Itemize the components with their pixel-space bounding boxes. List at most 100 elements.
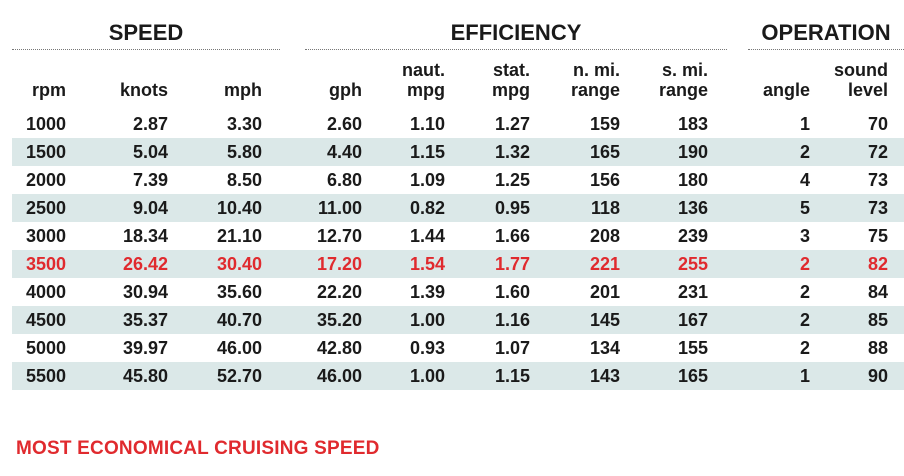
column-header-line2: angle [762, 80, 810, 100]
cell-mph: 10.40 [216, 198, 262, 218]
cell-sound-level: 70 [867, 114, 888, 134]
cell-s-mi-range: 165 [677, 366, 708, 386]
cell-n-mi-range: 221 [589, 254, 620, 274]
cell-gph: 46.00 [316, 366, 362, 386]
efficiency-group-divider [305, 49, 727, 50]
column-header-rpm: rpm [12, 56, 66, 100]
cell-naut-mpg: 1.15 [409, 142, 445, 162]
column-header-line1: naut. [402, 60, 445, 80]
cell-s-mi-range: 183 [677, 114, 708, 134]
cell-gph: 11.00 [317, 198, 362, 218]
cell-gph: 17.20 [316, 254, 362, 274]
cell-s-mi-range: 180 [677, 170, 708, 190]
cell-knots: 7.39 [132, 170, 168, 190]
cell-knots: 39.97 [122, 338, 168, 358]
table-row: 2500 9.04 10.40 11.00 0.82 0.95 118 136 5 73 [12, 194, 904, 222]
cell-naut-mpg: 0.93 [409, 338, 445, 358]
cell-knots: 2.87 [132, 114, 168, 134]
cell-gph: 22.20 [316, 282, 362, 302]
cell-rpm: 2000 [25, 170, 66, 190]
cell-naut-mpg: 1.00 [409, 310, 445, 330]
cell-stat-mpg: 0.95 [494, 198, 530, 218]
cell-mph: 52.70 [216, 366, 262, 386]
column-header-line2: mpg [407, 80, 445, 100]
cell-stat-mpg: 1.32 [494, 142, 530, 162]
cell-stat-mpg: 1.66 [494, 226, 530, 246]
table-row: 3000 18.34 21.10 12.70 1.44 1.66 208 239 3 75 [12, 222, 904, 250]
cell-stat-mpg: 1.15 [494, 366, 530, 386]
column-header-naut-mpg: naut. mpg [380, 56, 445, 100]
column-header-stat-mpg: stat. mpg [460, 56, 530, 100]
cell-sound-level: 72 [867, 142, 888, 162]
cell-angle: 2 [799, 282, 810, 302]
cell-knots: 18.34 [122, 226, 168, 246]
cell-naut-mpg: 1.09 [409, 170, 445, 190]
column-header-line1: sound [834, 60, 888, 80]
cell-mph: 40.70 [216, 310, 262, 330]
cell-naut-mpg: 1.10 [409, 114, 445, 134]
cell-gph: 35.20 [316, 310, 362, 330]
cell-stat-mpg: 1.77 [494, 254, 530, 274]
column-header-line2: level [847, 80, 888, 100]
column-header-line2: gph [329, 80, 362, 100]
cell-rpm: 4500 [25, 310, 66, 330]
cell-sound-level: 90 [867, 366, 888, 386]
table-row: 4500 35.37 40.70 35.20 1.00 1.16 145 167 2 85 [12, 306, 904, 334]
speed-group-label: SPEED [108, 20, 184, 45]
cell-angle: 3 [799, 226, 810, 246]
table-row-highlighted: 3500 26.42 30.40 17.20 1.54 1.77 221 255 2 82 [12, 250, 904, 278]
column-header-sound-level: sound level [810, 56, 888, 100]
cell-sound-level: 73 [867, 198, 888, 218]
cell-gph: 42.80 [316, 338, 362, 358]
column-header-line2: range [570, 80, 620, 100]
cell-sound-level: 82 [867, 254, 888, 274]
column-header-line1: n. mi. [572, 60, 620, 80]
cell-s-mi-range: 239 [677, 226, 708, 246]
cell-stat-mpg: 1.07 [494, 338, 530, 358]
cell-mph: 46.00 [216, 338, 262, 358]
cell-angle: 2 [799, 254, 810, 274]
column-header-gph: gph [290, 56, 362, 100]
cell-rpm: 1000 [25, 114, 66, 134]
cell-sound-level: 73 [867, 170, 888, 190]
cell-angle: 1 [799, 366, 810, 386]
cell-sound-level: 75 [867, 226, 888, 246]
cell-mph: 3.30 [226, 114, 262, 134]
cell-s-mi-range: 231 [677, 282, 708, 302]
column-header-line2: mph [224, 80, 262, 100]
cell-mph: 30.40 [216, 254, 262, 274]
cell-rpm: 4000 [25, 282, 66, 302]
cell-rpm: 5000 [25, 338, 66, 358]
cell-sound-level: 84 [867, 282, 888, 302]
cell-naut-mpg: 1.44 [409, 226, 445, 246]
cell-n-mi-range: 143 [589, 366, 620, 386]
cell-rpm: 3500 [25, 254, 66, 274]
cell-gph: 4.40 [326, 142, 362, 162]
cell-sound-level: 85 [867, 310, 888, 330]
cell-stat-mpg: 1.16 [494, 310, 530, 330]
column-header-knots: knots [80, 56, 168, 100]
cell-s-mi-range: 136 [677, 198, 708, 218]
table-row: 5500 45.80 52.70 46.00 1.00 1.15 143 165 1 90 [12, 362, 904, 390]
column-header-line2: knots [119, 80, 168, 100]
cell-naut-mpg: 1.00 [409, 366, 445, 386]
column-header-mph: mph [180, 56, 262, 100]
cell-naut-mpg: 0.82 [409, 198, 445, 218]
cell-sound-level: 88 [867, 338, 888, 358]
operation-group-label: OPERATION [761, 20, 891, 45]
cell-naut-mpg: 1.39 [409, 282, 445, 302]
cell-mph: 5.80 [226, 142, 262, 162]
cell-n-mi-range: 145 [589, 310, 620, 330]
cell-s-mi-range: 155 [677, 338, 708, 358]
operation-group-header: OPERATION [748, 20, 904, 50]
cell-n-mi-range: 201 [589, 282, 620, 302]
cell-n-mi-range: 134 [589, 338, 620, 358]
efficiency-group-label: EFFICIENCY [450, 20, 582, 45]
cell-knots: 30.94 [122, 282, 168, 302]
cell-n-mi-range: 159 [589, 114, 620, 134]
cell-gph: 2.60 [326, 114, 362, 134]
column-header-line1: stat. [492, 60, 530, 80]
cell-angle: 2 [799, 338, 810, 358]
cell-mph: 35.60 [216, 282, 262, 302]
table-row: 4000 30.94 35.60 22.20 1.39 1.60 201 231 2 84 [12, 278, 904, 306]
